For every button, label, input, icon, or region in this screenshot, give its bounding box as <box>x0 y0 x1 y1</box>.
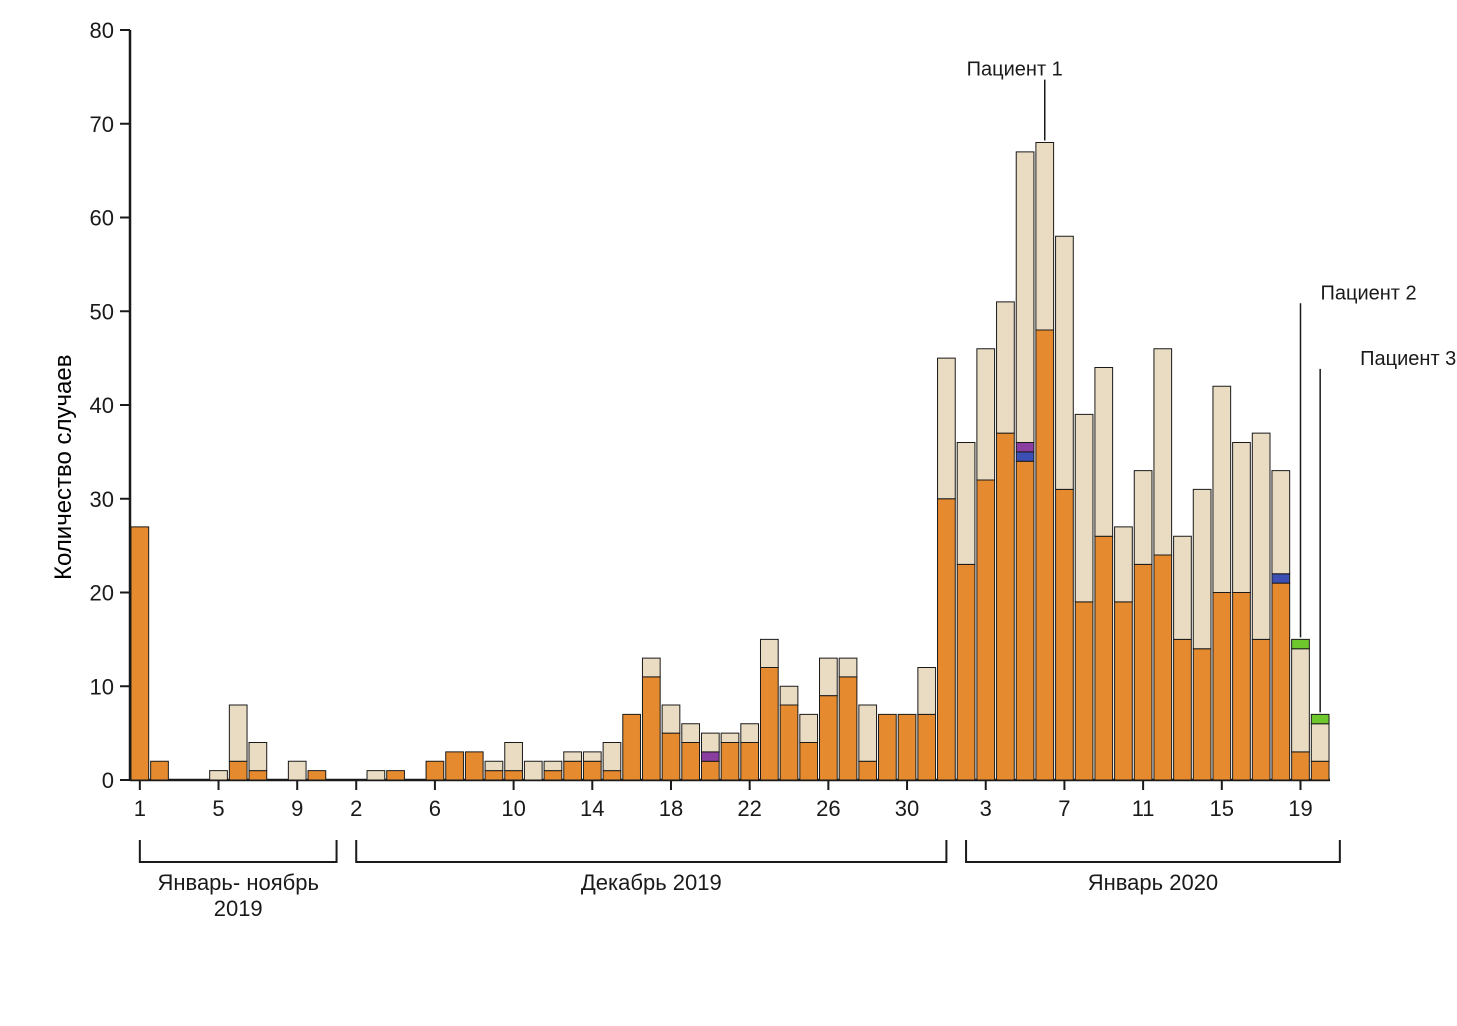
svg-text:20: 20 <box>90 581 114 606</box>
svg-text:6: 6 <box>429 796 441 821</box>
svg-text:0: 0 <box>102 768 114 793</box>
chart-svg: 0102030405060708015926101418222630371115… <box>0 0 1457 1026</box>
svg-text:Пациент 2: Пациент 2 <box>1320 282 1416 304</box>
svg-text:7: 7 <box>1058 796 1070 821</box>
svg-text:2019: 2019 <box>214 896 263 921</box>
svg-text:3: 3 <box>980 796 992 821</box>
svg-text:50: 50 <box>90 299 114 324</box>
svg-text:9: 9 <box>291 796 303 821</box>
svg-text:19: 19 <box>1288 796 1312 821</box>
svg-text:Пациент 3: Пациент 3 <box>1360 348 1456 370</box>
svg-text:Январь- ноябрь: Январь- ноябрь <box>157 870 318 895</box>
svg-text:5: 5 <box>212 796 224 821</box>
svg-text:1: 1 <box>134 796 146 821</box>
svg-text:60: 60 <box>90 206 114 231</box>
svg-text:10: 10 <box>90 674 114 699</box>
svg-text:2: 2 <box>350 796 362 821</box>
svg-text:30: 30 <box>895 796 919 821</box>
svg-text:Пациент 1: Пациент 1 <box>967 59 1063 81</box>
svg-text:18: 18 <box>659 796 683 821</box>
svg-text:10: 10 <box>501 796 525 821</box>
svg-text:70: 70 <box>90 112 114 137</box>
svg-text:Декабрь 2019: Декабрь 2019 <box>581 870 722 895</box>
svg-text:Январь 2020: Январь 2020 <box>1088 870 1218 895</box>
svg-text:15: 15 <box>1210 796 1234 821</box>
chart-container: Количество случаев 010203040506070801592… <box>0 0 1457 1026</box>
svg-text:22: 22 <box>737 796 761 821</box>
svg-text:80: 80 <box>90 18 114 43</box>
svg-text:14: 14 <box>580 796 604 821</box>
y-axis-label: Количество случаев <box>50 354 78 580</box>
svg-text:11: 11 <box>1132 796 1155 821</box>
svg-text:40: 40 <box>90 393 114 418</box>
svg-text:30: 30 <box>90 487 114 512</box>
svg-text:26: 26 <box>816 796 840 821</box>
